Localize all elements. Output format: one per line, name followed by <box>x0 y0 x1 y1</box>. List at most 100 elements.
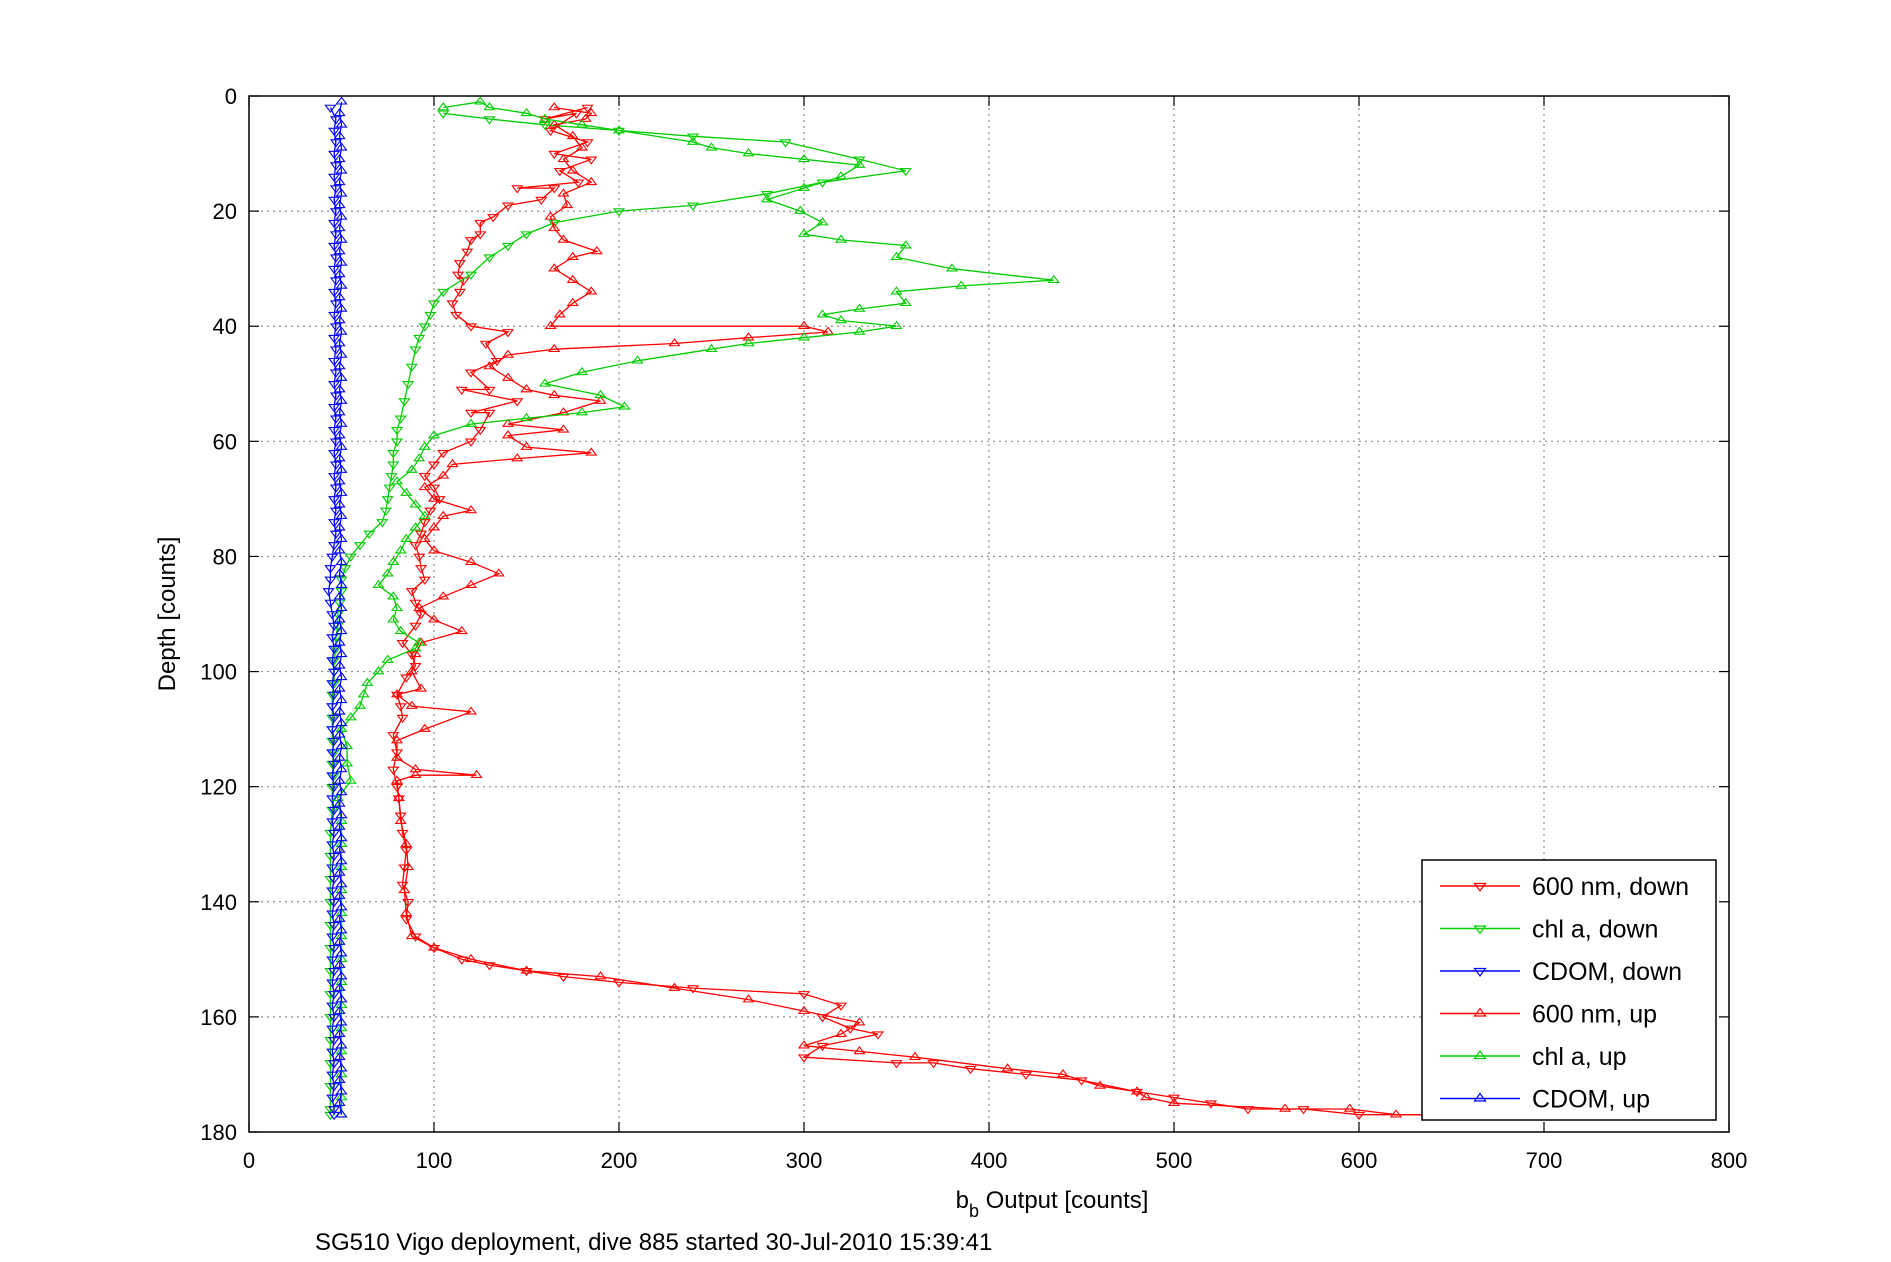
legend-item: CDOM, up <box>1440 1086 1650 1114</box>
x-axis-label: bb Output [counts] <box>956 1187 1149 1221</box>
data-point <box>328 898 341 908</box>
data-point <box>594 395 607 404</box>
data-point <box>427 300 441 309</box>
data-point <box>328 922 341 931</box>
data-point <box>520 968 533 977</box>
legend-label: chl a, down <box>1532 916 1658 944</box>
data-point <box>418 723 431 732</box>
data-point <box>333 706 346 715</box>
data-point <box>387 450 400 459</box>
data-point <box>501 349 515 358</box>
data-point <box>372 579 385 589</box>
x-tick-label: 0 <box>243 1148 255 1173</box>
data-point <box>329 323 343 332</box>
data-point <box>326 933 339 942</box>
data-point <box>964 1065 977 1075</box>
data-point <box>328 450 341 459</box>
data-point <box>333 545 346 554</box>
data-point <box>333 890 346 899</box>
data-point <box>333 1005 346 1014</box>
data-point <box>548 219 561 229</box>
data-point <box>328 829 341 839</box>
data-point <box>535 196 548 206</box>
data-point <box>834 171 848 180</box>
data-point <box>333 683 346 692</box>
data-point <box>834 1028 848 1037</box>
data-point <box>409 648 422 658</box>
data-point <box>333 867 346 876</box>
data-point <box>548 185 561 194</box>
data-point <box>834 1002 848 1011</box>
data-point <box>548 119 561 128</box>
data-point <box>834 315 848 324</box>
x-axis-label-subscript: b <box>969 1201 979 1221</box>
data-point <box>394 415 407 424</box>
x-tick-label: 400 <box>971 1148 1008 1173</box>
data-point <box>333 476 346 485</box>
data-point <box>437 110 450 119</box>
data-point <box>333 752 346 761</box>
data-point <box>387 461 400 470</box>
data-point <box>464 237 478 246</box>
data-point <box>333 1028 346 1037</box>
x-axis-label-main: b <box>956 1187 969 1214</box>
data-point <box>501 430 515 439</box>
data-point <box>464 953 478 963</box>
legend-marker <box>1473 1007 1487 1017</box>
data-point <box>326 1071 339 1080</box>
data-point <box>390 691 404 701</box>
data-point <box>405 930 418 940</box>
data-point <box>333 660 346 669</box>
data-point <box>797 1040 811 1049</box>
data-point <box>333 153 346 163</box>
data-point <box>409 522 422 531</box>
data-point <box>333 775 346 784</box>
data-point <box>566 251 579 260</box>
data-point <box>400 533 413 542</box>
data-point <box>553 309 566 318</box>
data-point <box>427 545 441 554</box>
data-point <box>333 1051 346 1060</box>
data-point <box>405 464 418 473</box>
data-point <box>394 545 407 554</box>
data-point <box>361 677 374 686</box>
legend-label: 600 nm, down <box>1532 873 1689 901</box>
data-point <box>390 476 404 485</box>
data-point <box>329 415 343 424</box>
data-point <box>333 844 346 853</box>
data-point <box>853 156 866 165</box>
legend-label: 600 nm, up <box>1532 1001 1657 1029</box>
data-point <box>1056 1069 1070 1078</box>
data-point <box>335 884 348 894</box>
data-point <box>333 407 346 416</box>
legend-label: CDOM, down <box>1532 958 1682 986</box>
data-point <box>418 473 431 482</box>
data-point <box>328 622 341 631</box>
data-point <box>333 798 346 807</box>
data-point <box>328 242 341 252</box>
data-point <box>326 956 339 965</box>
data-point <box>483 386 496 395</box>
data-point <box>464 323 478 332</box>
x-tick-label: 300 <box>786 1148 823 1173</box>
data-point <box>501 418 515 427</box>
data-point <box>686 985 700 994</box>
data-point <box>335 372 348 381</box>
data-point <box>446 458 459 468</box>
data-point <box>329 254 343 263</box>
x-tick-labels: 0 100 200 300 400 500 600 700 800 <box>243 1148 1747 1173</box>
data-point <box>326 979 339 988</box>
data-point <box>328 150 341 159</box>
data-point <box>705 142 718 151</box>
data-point <box>376 519 389 528</box>
data-point <box>427 430 441 439</box>
data-point <box>329 116 343 125</box>
data-point <box>427 484 441 493</box>
data-point <box>379 507 392 516</box>
data-point <box>335 723 348 732</box>
data-point <box>390 752 404 761</box>
data-point <box>853 303 866 312</box>
data-point <box>326 634 339 643</box>
data-point <box>566 165 579 174</box>
data-point <box>402 861 415 871</box>
